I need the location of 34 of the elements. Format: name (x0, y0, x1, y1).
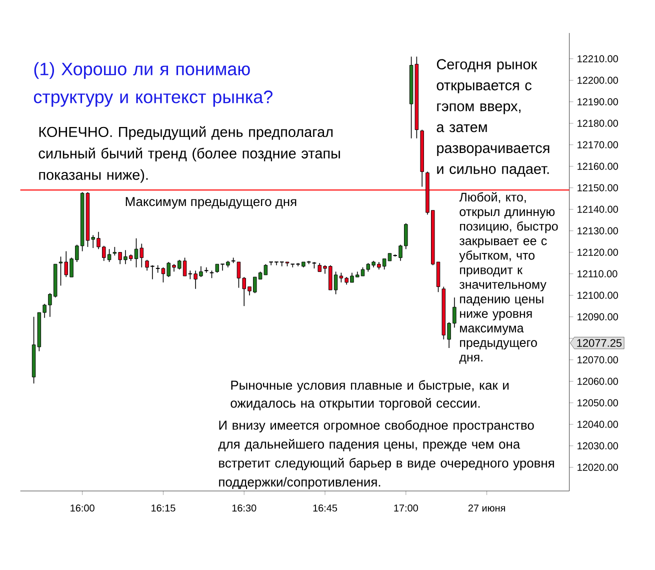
y-tick-label: 12200.00 (578, 76, 618, 84)
y-tick-label: 12090.00 (578, 313, 618, 320)
annotation: Рыночные условия плавные и быстрые, как и ожидалось на открытии торговой сессии. (230, 380, 509, 410)
y-tick-label: 12030.00 (578, 442, 618, 450)
y-tick-label: 12070.00 (578, 356, 618, 364)
x-tick-label: 17:00 (394, 504, 418, 512)
candlestick (204, 266, 209, 274)
annotation: И внизу имеется огромное свободное пространство для дальнейшего падения цены, прежде чем она встретит следующий барьер в виде очередного уровня поддержки/сопротивления. (218, 420, 554, 490)
x-tick-label: 16:00 (70, 504, 94, 512)
y-tick-label: 12020.00 (578, 464, 618, 471)
annotation: КОНЕЧНО. Предыдущий день предполагал сильный бычий тренд (более поздние этапы показаны ниже). (38, 126, 340, 183)
y-tick-label: 12100.00 (578, 292, 618, 299)
ref-line-label: Максимум предыдущего дня (126, 197, 296, 209)
text: (1) Хорошо ли я понимаю структуру и контекст рынка? (34, 62, 272, 107)
y-tick-label: 12150.00 (578, 184, 618, 192)
x-tick-label: 16:15 (152, 504, 176, 512)
y-tick-label: 12170.00 (578, 141, 618, 148)
x-tick-label: 16:45 (313, 504, 338, 512)
y-tick-label: 12120.00 (578, 248, 618, 256)
x-tick-label: 16:30 (232, 504, 256, 512)
text: Любой, кто, открыл длинную позицию, быстро закрывает ее с убытком, что приводит к значительному падению цены ниже уровня максимума предыдущего дня. (459, 192, 558, 364)
y-tick-label: 12210.00 (578, 55, 618, 62)
annotation: Сегодня рынок открывается с гэпом вверх, а затем разворачивается и сильно падает. (436, 59, 550, 177)
y-tick-label: 12190.00 (578, 98, 618, 106)
y-tick-label: 12180.00 (578, 120, 618, 127)
y-tick-label: 12140.00 (578, 206, 618, 213)
y-tick-label: 12040.00 (578, 420, 618, 428)
text: 12077.25 (577, 339, 622, 347)
y-tick-label: 12160.00 (578, 162, 618, 170)
y-tick-label: 12050.00 (578, 399, 618, 406)
x-tick-label: 27 июня (468, 504, 505, 512)
y-tick-label: 12110.00 (578, 270, 618, 278)
y-tick-label: 12060.00 (578, 378, 618, 385)
y-tick-label: 12130.00 (578, 227, 618, 234)
